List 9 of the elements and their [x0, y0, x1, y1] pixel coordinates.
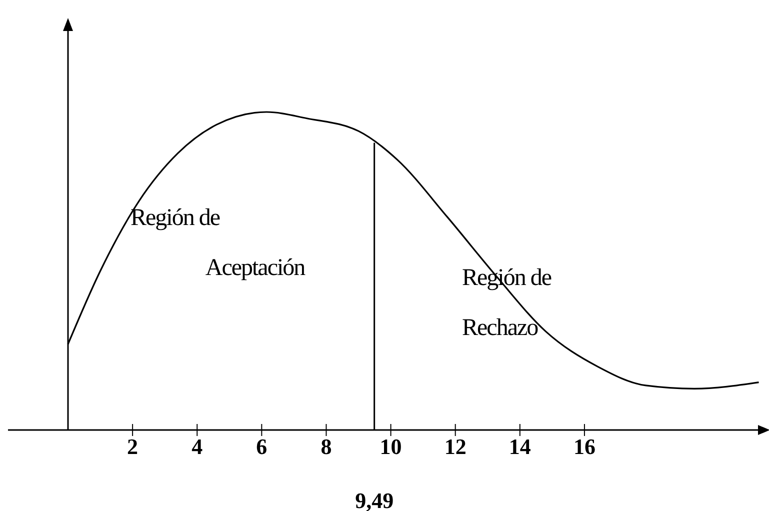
x-tick-label: 4	[192, 434, 203, 459]
x-tick-label: 8	[320, 434, 332, 459]
x-tick-label: 6	[256, 434, 268, 459]
x-tick-label: 16	[573, 434, 596, 459]
x-tick-label: 2	[127, 434, 138, 459]
x-tick-label: 10	[380, 434, 402, 459]
x-tick-label: 14	[508, 434, 531, 459]
annotation: Región de Aceptación	[130, 205, 306, 281]
x-tick-label: 12	[444, 434, 466, 459]
